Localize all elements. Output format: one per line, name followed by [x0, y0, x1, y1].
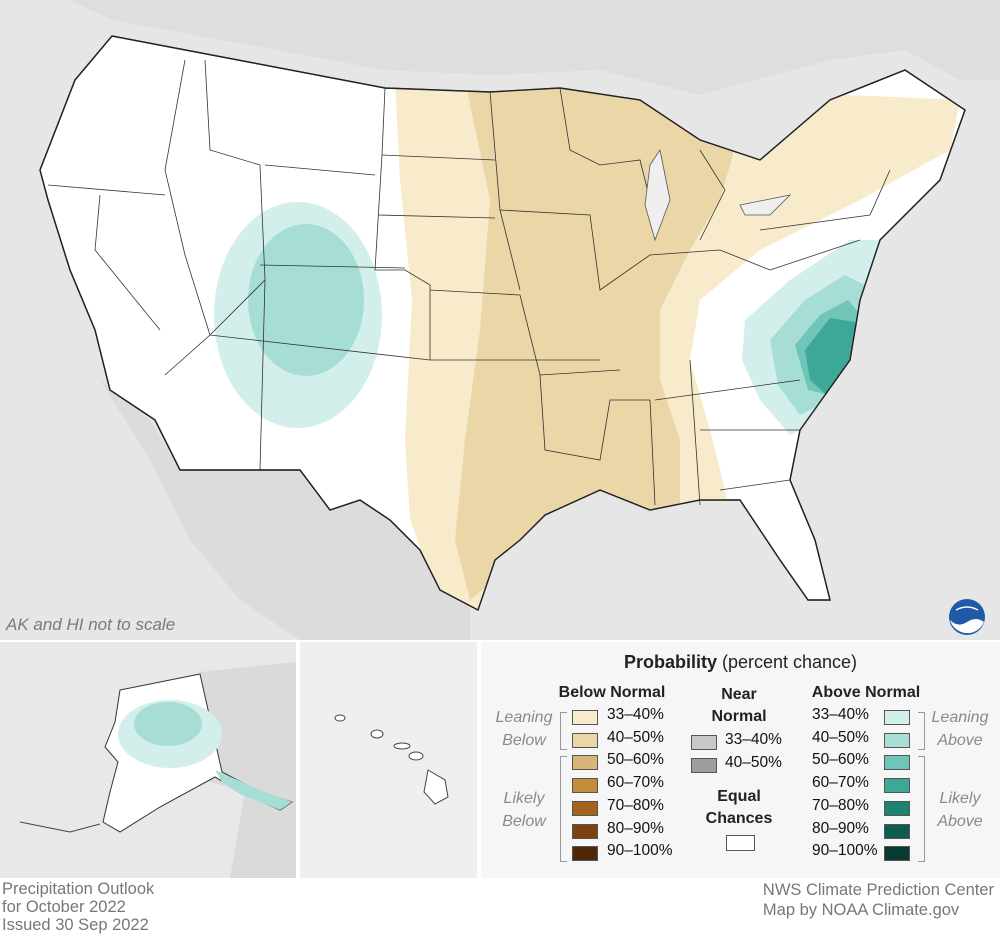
near-normal-heading: Near Normal [711, 686, 767, 725]
outlook-caption: Precipitation Outlook for October 2022 I… [2, 880, 154, 934]
equal-chances-heading: Equal Chances [705, 788, 773, 827]
below-label: 33–40% [607, 706, 664, 723]
above-swatch [884, 846, 910, 862]
below-swatch [572, 710, 598, 725]
alaska-map [0, 642, 296, 878]
leaning-below-bracket [560, 712, 567, 750]
likely-above-bracket [918, 756, 925, 862]
likely-below-label: Likely Below [502, 790, 546, 830]
legend: Probability (percent chance) Below Norma… [481, 642, 1000, 878]
state-borders [47, 59, 891, 506]
probability-shading [214, 80, 960, 610]
above-swatch [884, 732, 910, 748]
above-label: 40–50% [812, 728, 869, 746]
below-label: 80–90% [607, 819, 664, 837]
above-swatch [884, 755, 910, 771]
above-label: 60–70% [812, 774, 869, 792]
alaska-inset [0, 642, 296, 878]
aleutian-islands [19, 821, 101, 833]
outlook-title: Precipitation Outlook [2, 880, 155, 898]
likely-below-bracket [560, 756, 567, 862]
noaa-logo-icon [949, 599, 985, 635]
canada [0, 0, 1000, 95]
near-label: 33–40% [725, 731, 782, 748]
below-label: 70–80% [607, 796, 664, 814]
leaning-below-label: Leaning Below [495, 709, 553, 749]
credit-climate-gov: Map by NOAA Climate.gov [762, 901, 960, 919]
above-normal-heading: Above Normal [811, 684, 921, 701]
below-label: 60–70% [607, 774, 664, 792]
lake-erie [739, 194, 792, 216]
below-normal-heading: Below Normal [558, 684, 666, 701]
below-swatch [572, 823, 598, 839]
equal-chances-swatch [726, 835, 755, 851]
mexico [100, 380, 470, 640]
near-swatch [691, 757, 717, 773]
below-swatch [572, 846, 598, 862]
above-swatch [884, 710, 910, 725]
below-label: 90–100% [607, 842, 673, 860]
above-swatch [884, 823, 910, 839]
below-label: 50–60% [607, 751, 664, 769]
leaning-above-bracket [918, 712, 925, 750]
lake-michigan [644, 148, 671, 242]
above-swatch [884, 778, 910, 794]
hawaii-inset [300, 642, 477, 878]
credits: NWS Climate Prediction Center Map by NOA… [763, 880, 994, 920]
above-label: 70–80% [812, 796, 869, 814]
issued-date: Issued 30 Sep 2022 [2, 916, 149, 934]
contiguous-us-map: AK and HI not to scale [0, 0, 1000, 640]
us-precipitation-map [0, 0, 1000, 640]
above-swatch [884, 800, 910, 816]
scale-note: AK and HI not to scale [6, 615, 176, 634]
below-swatch [572, 800, 598, 816]
hawaii-map [300, 642, 477, 878]
below-label: 40–50% [607, 728, 664, 746]
likely-above-label: Likely Above [937, 790, 983, 830]
below-40-50-area [455, 80, 740, 600]
above-label: 50–60% [812, 751, 869, 769]
below-swatch [572, 732, 598, 748]
above-label: 80–90% [812, 819, 869, 837]
near-label: 40–50% [725, 753, 782, 771]
legend-title: Probability (percent chance) [623, 652, 858, 672]
below-swatch [572, 755, 598, 771]
near-swatch [691, 735, 717, 750]
below-swatch [572, 778, 598, 794]
leaning-above-label: Leaning Above [931, 709, 989, 749]
ak-panhandle-above [215, 770, 292, 810]
above-40-50-west [248, 224, 364, 376]
outlook-period: for October 2022 [2, 898, 126, 916]
big-island [423, 769, 449, 805]
ak-above-40-50 [134, 702, 202, 746]
above-label: 90–100% [812, 842, 878, 860]
credit-cpc: NWS Climate Prediction Center [762, 881, 994, 899]
above-label: 33–40% [812, 706, 869, 723]
canada-ak [200, 662, 296, 878]
